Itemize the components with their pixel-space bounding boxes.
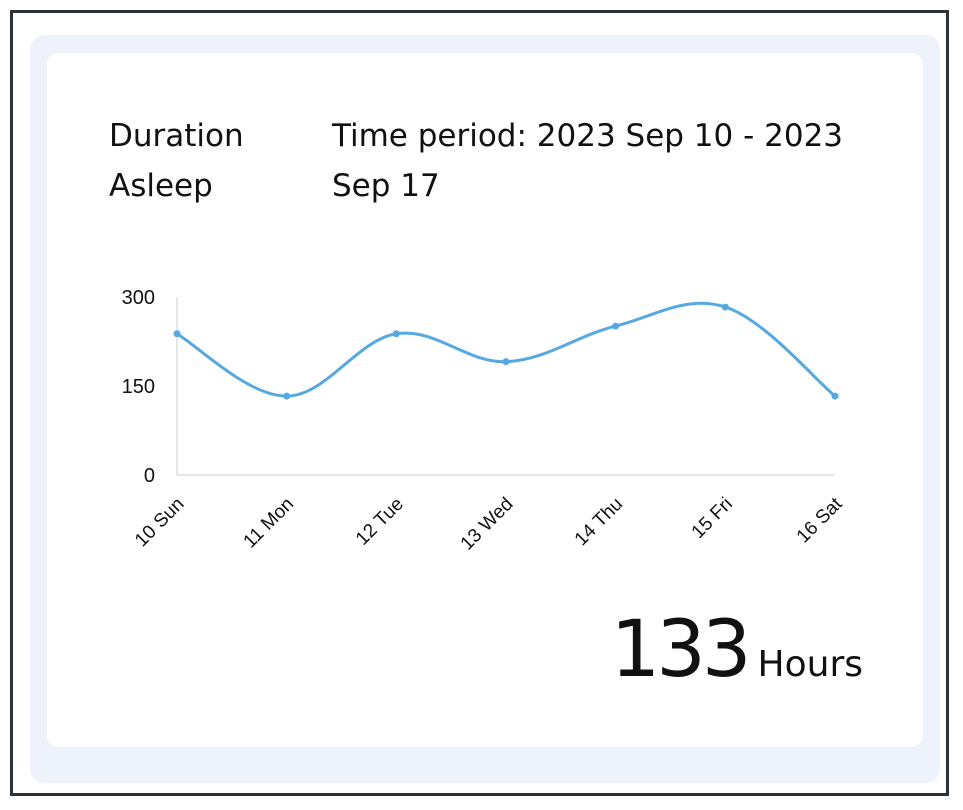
data-point-12-tue: [392, 330, 400, 338]
x-tick-label: 14 Thu: [571, 494, 627, 550]
y-tick-label: 300: [122, 287, 155, 309]
x-tick-label: 10 Sun: [131, 494, 188, 551]
x-tick-label: 13 Wed: [457, 494, 518, 555]
chart-card: Duration Asleep Time period: 2023 Sep 10…: [47, 53, 923, 747]
outer-panel: Duration Asleep Time period: 2023 Sep 10…: [30, 35, 940, 783]
time-period-label: Time period: 2023 Sep 10 - 2023 Sep 17: [332, 118, 844, 204]
data-point-16-sat: [831, 392, 839, 400]
x-axis: 10 Sun 11 Mon 12 Tue 13 Wed 14 Thu 15 Fri 16 S…: [131, 474, 847, 555]
x-tick-label: 12 Tue: [352, 494, 408, 550]
y-tick-label: 0: [144, 465, 155, 487]
x-tick-label: 11 Mon: [240, 494, 299, 553]
data-points: [173, 303, 839, 400]
window-frame: Duration Asleep Time period: 2023 Sep 10…: [10, 10, 949, 796]
x-tick-label: 15 Fri: [688, 494, 737, 543]
total-unit: Hours: [757, 644, 863, 685]
line-chart: 0 150 300 10 Sun 11 Mon 12 Tue 13 Wed 14 Thu 15…: [122, 287, 847, 555]
y-axis: 0 150 300: [122, 287, 178, 487]
data-point-11-mon: [283, 392, 291, 400]
data-point-13-wed: [502, 358, 510, 366]
y-tick-label: 150: [122, 376, 155, 398]
data-point-14-thu: [612, 322, 620, 330]
series-line: [176, 301, 836, 398]
total-summary: 133 Hours: [611, 605, 863, 695]
data-point-15-fri: [721, 303, 729, 311]
metric-title: Duration Asleep: [109, 118, 244, 204]
x-tick-label: 16 Sat: [793, 493, 847, 547]
data-point-10-sun: [173, 330, 181, 338]
total-value: 133: [610, 605, 752, 695]
